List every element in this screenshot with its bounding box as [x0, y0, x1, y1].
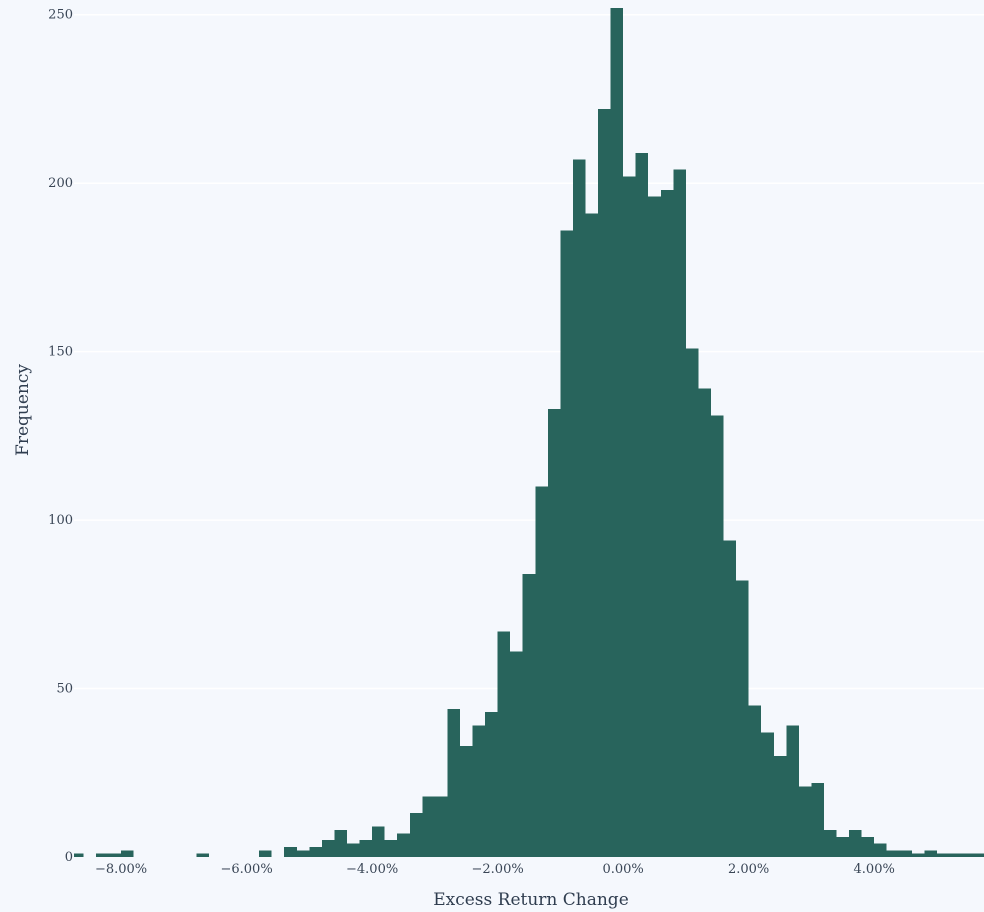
histogram-bar [485, 712, 498, 857]
x-axis-ticks: −8.00% −6.00% −4.00% −2.00% 0.00% 2.00% 4.00% [95, 862, 895, 877]
y-tick-label: 250 [48, 8, 73, 23]
histogram-bar [397, 833, 410, 857]
histogram-bar [886, 850, 900, 857]
histogram-bar [598, 109, 611, 858]
histogram-bar [635, 152, 649, 858]
y-tick-label: 100 [48, 513, 73, 528]
histogram-bar [623, 176, 636, 857]
histogram-bar [899, 850, 912, 857]
x-tick-label: −2.00% [472, 862, 524, 877]
histogram-bar [547, 408, 561, 857]
histogram-bar [510, 651, 523, 857]
histogram-bar [359, 840, 373, 857]
histogram-bar [685, 348, 699, 857]
histogram-bar [836, 836, 850, 857]
histogram-bar [811, 782, 824, 857]
histogram-bar [121, 850, 134, 857]
histogram-bar [786, 725, 799, 857]
histogram-bar [924, 850, 937, 857]
x-tick-label: −4.00% [346, 862, 398, 877]
y-tick-label: 200 [48, 176, 73, 191]
histogram-bar [560, 230, 573, 857]
histogram-bar [673, 169, 686, 857]
histogram-bar [522, 574, 536, 857]
histogram-bar [422, 796, 435, 857]
histogram-bar [321, 840, 335, 857]
histogram-bar [748, 705, 762, 857]
histogram-bar [447, 708, 460, 857]
histogram-bar [196, 853, 209, 857]
histogram-bar [74, 853, 84, 857]
histogram-bar [610, 8, 624, 857]
histogram-bar [849, 830, 862, 857]
histogram-bar [309, 846, 322, 857]
histogram-bar [434, 796, 448, 857]
y-tick-label: 0 [65, 850, 73, 865]
histogram-bar [660, 189, 674, 857]
histogram-bars [74, 8, 984, 858]
histogram-bar [823, 830, 837, 857]
histogram-bar [347, 843, 360, 857]
y-tick-label: 50 [56, 682, 73, 697]
x-tick-label: −8.00% [95, 862, 147, 877]
x-tick-label: 2.00% [728, 862, 769, 877]
histogram-bar [259, 850, 272, 857]
histogram-bar [798, 786, 812, 857]
histogram-bar [472, 725, 486, 857]
histogram-bar [723, 540, 737, 857]
histogram-bar [296, 850, 310, 857]
histogram-bar [874, 843, 887, 857]
gridlines [74, 13, 984, 690]
histogram-bar [334, 830, 347, 857]
y-axis-ticks: 0 50 100 150 200 250 [48, 8, 73, 865]
histogram-bar [936, 853, 950, 857]
y-tick-label: 150 [48, 345, 73, 360]
histogram-bar [585, 213, 599, 857]
histogram-bar [108, 853, 122, 857]
histogram-bar [962, 853, 975, 857]
histogram-bar [459, 745, 473, 857]
histogram-bar [648, 196, 661, 857]
y-axis-title: Frequency [13, 364, 33, 456]
histogram-bar [284, 846, 297, 857]
histogram-bar [974, 853, 984, 857]
histogram-bar [911, 853, 925, 857]
histogram-bar [761, 732, 774, 857]
histogram-bar [698, 388, 711, 857]
histogram-bar [384, 840, 398, 857]
histogram-bar [535, 486, 548, 857]
histogram-bar [773, 755, 787, 857]
histogram-bar [572, 159, 586, 857]
x-tick-label: 0.00% [602, 862, 643, 877]
histogram-bar [409, 813, 423, 857]
histogram-bar [95, 853, 109, 857]
x-tick-label: 4.00% [854, 862, 895, 877]
histogram-bar [372, 826, 385, 857]
histogram-bar [736, 580, 749, 857]
x-tick-label: −6.00% [220, 862, 272, 877]
histogram-bar [949, 853, 963, 857]
histogram-bar [497, 631, 511, 857]
histogram-bar [861, 836, 875, 857]
histogram-bar [711, 415, 724, 857]
x-axis-title: Excess Return Change [433, 890, 629, 910]
